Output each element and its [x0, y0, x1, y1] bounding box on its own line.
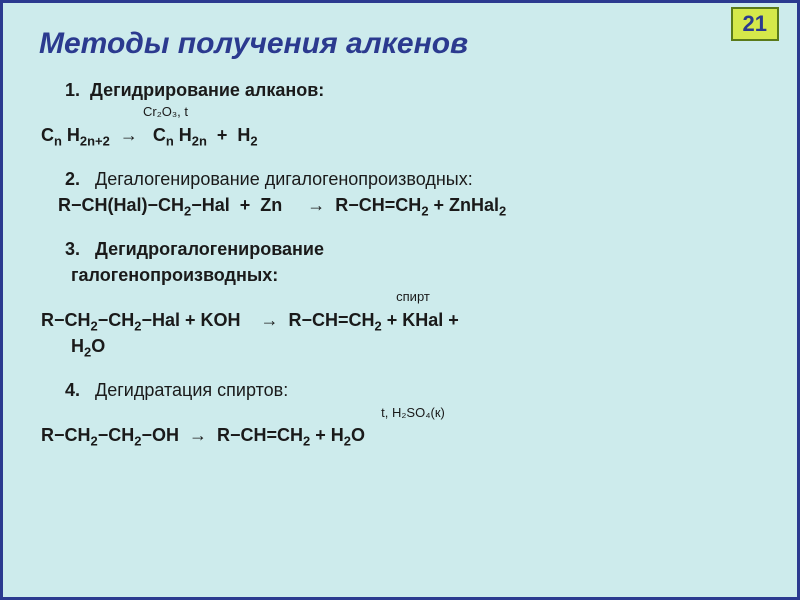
- section-4-head: 4. Дегидратация спиртов:: [65, 377, 761, 403]
- section-4-equation: R−CH2−CH2−OH → R−CH=CH2 + H2O: [41, 422, 761, 448]
- section-3-head: 3. Дегидрогалогенирование: [65, 236, 761, 262]
- section-4-catalyst: t, H₂SO₄(к): [65, 404, 761, 423]
- slide-title: Методы получения алкенов: [3, 3, 797, 73]
- section-1-catalyst: Cr₂O₃, t: [65, 103, 761, 122]
- slide: 21 Методы получения алкенов 1. Дегидриро…: [0, 0, 800, 600]
- section-3-head-cont: галогенопроизводных:: [71, 262, 761, 288]
- section-3-equation: R−CH2−CH2−Hal + KOH → R−CH=CH2 + KHal +: [41, 307, 761, 333]
- section-2-equation: R−CH(Hal)−CH2−Hal + Zn → R−CH=CH2 + ZnHa…: [53, 192, 761, 218]
- section-2-head: 2. Дегалогенирование дигалогенопроизводн…: [65, 166, 761, 192]
- slide-number-badge: 21: [731, 7, 779, 41]
- section-1-head: 1. Дегидрирование алканов:: [65, 77, 761, 103]
- section-3-equation-cont: H2O: [71, 333, 761, 359]
- slide-content: 1. Дегидрирование алканов: Cr₂O₃, t Cn H…: [3, 77, 797, 448]
- section-3-catalyst: спирт: [65, 288, 761, 307]
- section-1-equation: Cn H2n+2 → Cn H2n + H2: [41, 122, 761, 148]
